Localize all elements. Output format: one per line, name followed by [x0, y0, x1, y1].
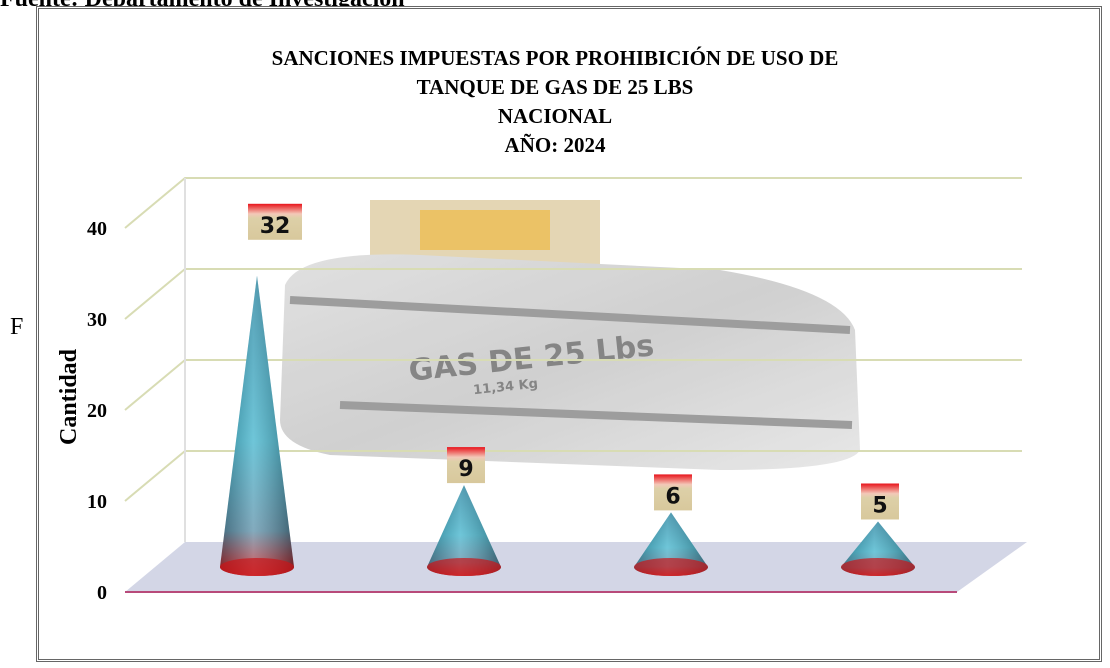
cone-bar [634, 512, 708, 576]
chart-title-line-3: NACIONAL [497, 104, 613, 128]
data-label: 6 [654, 474, 692, 511]
side-letter: F [10, 314, 24, 340]
chart-title-line-2: TANQUE DE GAS DE 25 LBS [416, 75, 694, 99]
chart-title: SANCIONES IMPUESTAS POR PROHIBICIÓN DE U… [0, 44, 1110, 160]
cone-shading [220, 275, 294, 576]
cone-bar [220, 275, 294, 576]
data-label-box [248, 203, 302, 240]
y-axis-ticks: 0 10 20 30 40 [87, 218, 107, 604]
data-label-box [654, 474, 692, 511]
cone-base [220, 558, 294, 576]
data-label-value: 6 [665, 484, 680, 509]
floor-plane [125, 542, 1027, 592]
chart-floor [125, 542, 1027, 593]
data-label: 9 [447, 447, 485, 484]
tank-valve [420, 210, 550, 250]
data-label-box [861, 483, 899, 520]
y-tick-label: 10 [87, 491, 107, 513]
gas-tank-illustration: GAS DE 25 Lbs 11,34 Kg [280, 200, 860, 470]
y-tick-label: 30 [87, 309, 107, 331]
cone-shading [427, 485, 501, 576]
tank-ring-bottom [339, 401, 853, 429]
data-label-value: 5 [872, 494, 887, 519]
tank-ring-top [289, 296, 851, 334]
chart-title-line-4: AÑO: 2024 [504, 133, 606, 157]
tank-label-line-2: 11,34 Kg [472, 377, 538, 399]
y-axis-title: Cantidad [56, 348, 82, 445]
y-tick-label: 40 [87, 218, 107, 240]
cone-bar [841, 521, 915, 576]
y-tick-label: 20 [87, 400, 107, 422]
cone-bar [427, 485, 501, 576]
y-tick-label: 0 [97, 582, 107, 604]
cone-base [634, 558, 708, 576]
data-labels: 32 9 6 5 [248, 203, 899, 520]
data-label: 5 [861, 483, 899, 520]
cone-series [220, 275, 915, 576]
cone-base [427, 558, 501, 576]
cone-base [841, 558, 915, 576]
data-label-value: 32 [260, 214, 291, 239]
gridlines [124, 177, 1022, 542]
chart-title-line-1: SANCIONES IMPUESTAS POR PROHIBICIÓN DE U… [271, 46, 839, 70]
data-label-value: 9 [458, 457, 473, 482]
data-label: 32 [248, 203, 302, 240]
data-label-box [447, 447, 485, 484]
